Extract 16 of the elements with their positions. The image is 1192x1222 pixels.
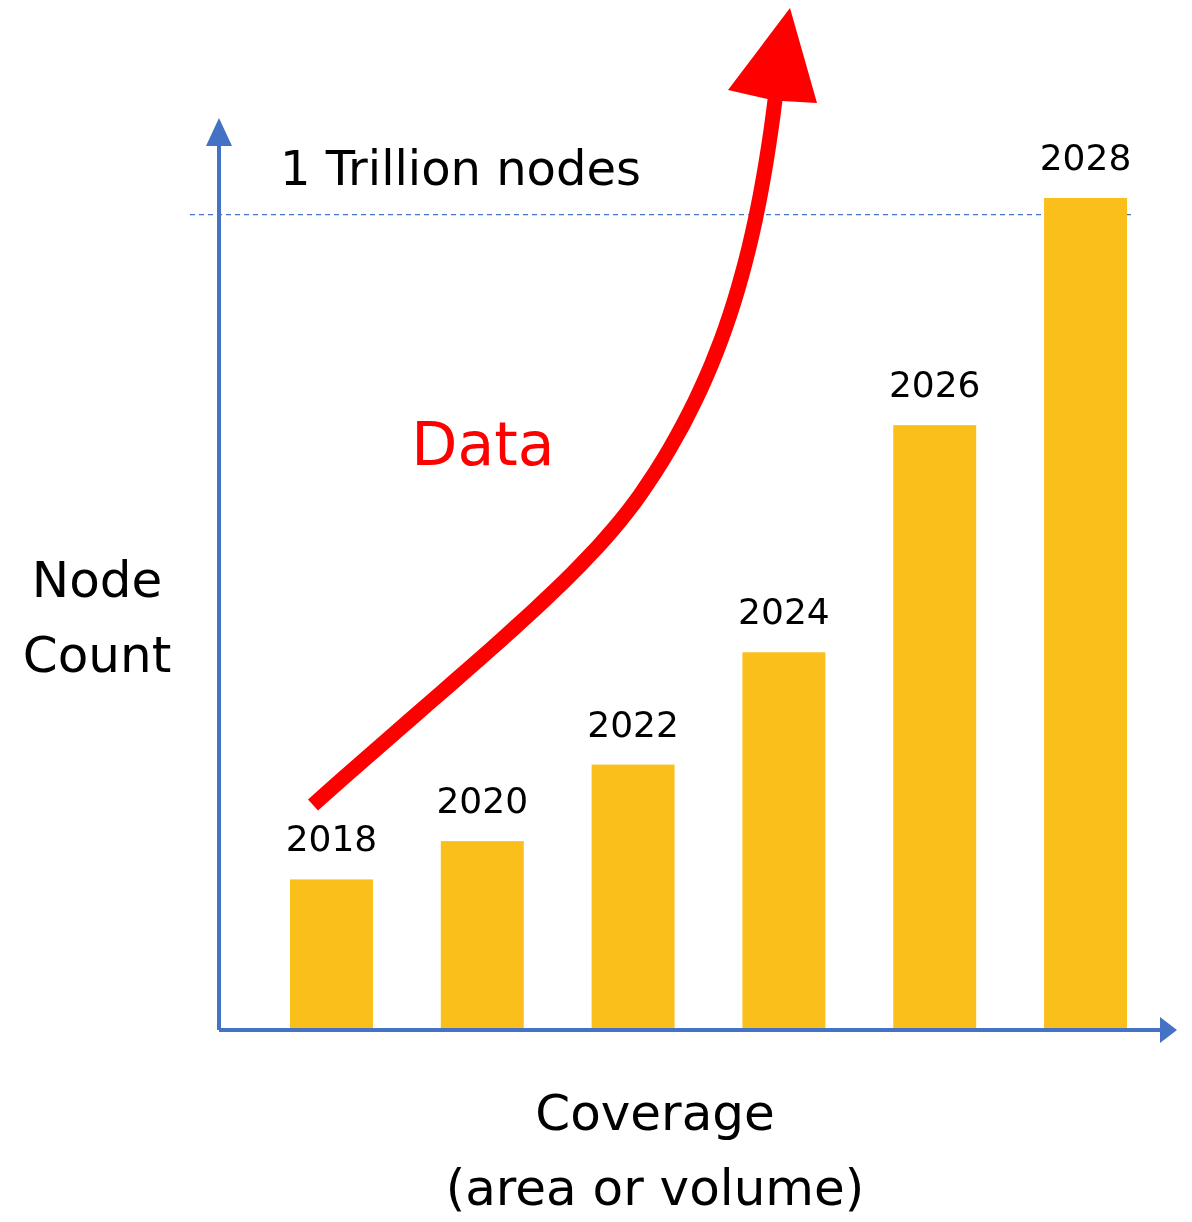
bar <box>893 425 977 1030</box>
x-tick-label: 2018 <box>285 818 378 860</box>
bar <box>742 652 826 1030</box>
bar <box>440 841 524 1030</box>
bar <box>290 879 373 1030</box>
x-axis-title: Coverage (area or volume) <box>445 1084 865 1217</box>
bar <box>1044 198 1127 1030</box>
x-tick-label: 2024 <box>738 591 830 633</box>
y-axis-title: Node Count <box>22 551 172 684</box>
ref-line-label: 1 Trillion nodes <box>280 139 641 196</box>
x-tick-label: 2026 <box>888 364 981 406</box>
x-tick-label: 2028 <box>1039 137 1132 178</box>
annotation: Data <box>411 409 555 479</box>
x-tick-label: 2020 <box>436 780 529 822</box>
x-tick-label: 2022 <box>587 703 679 745</box>
bar <box>591 764 675 1030</box>
